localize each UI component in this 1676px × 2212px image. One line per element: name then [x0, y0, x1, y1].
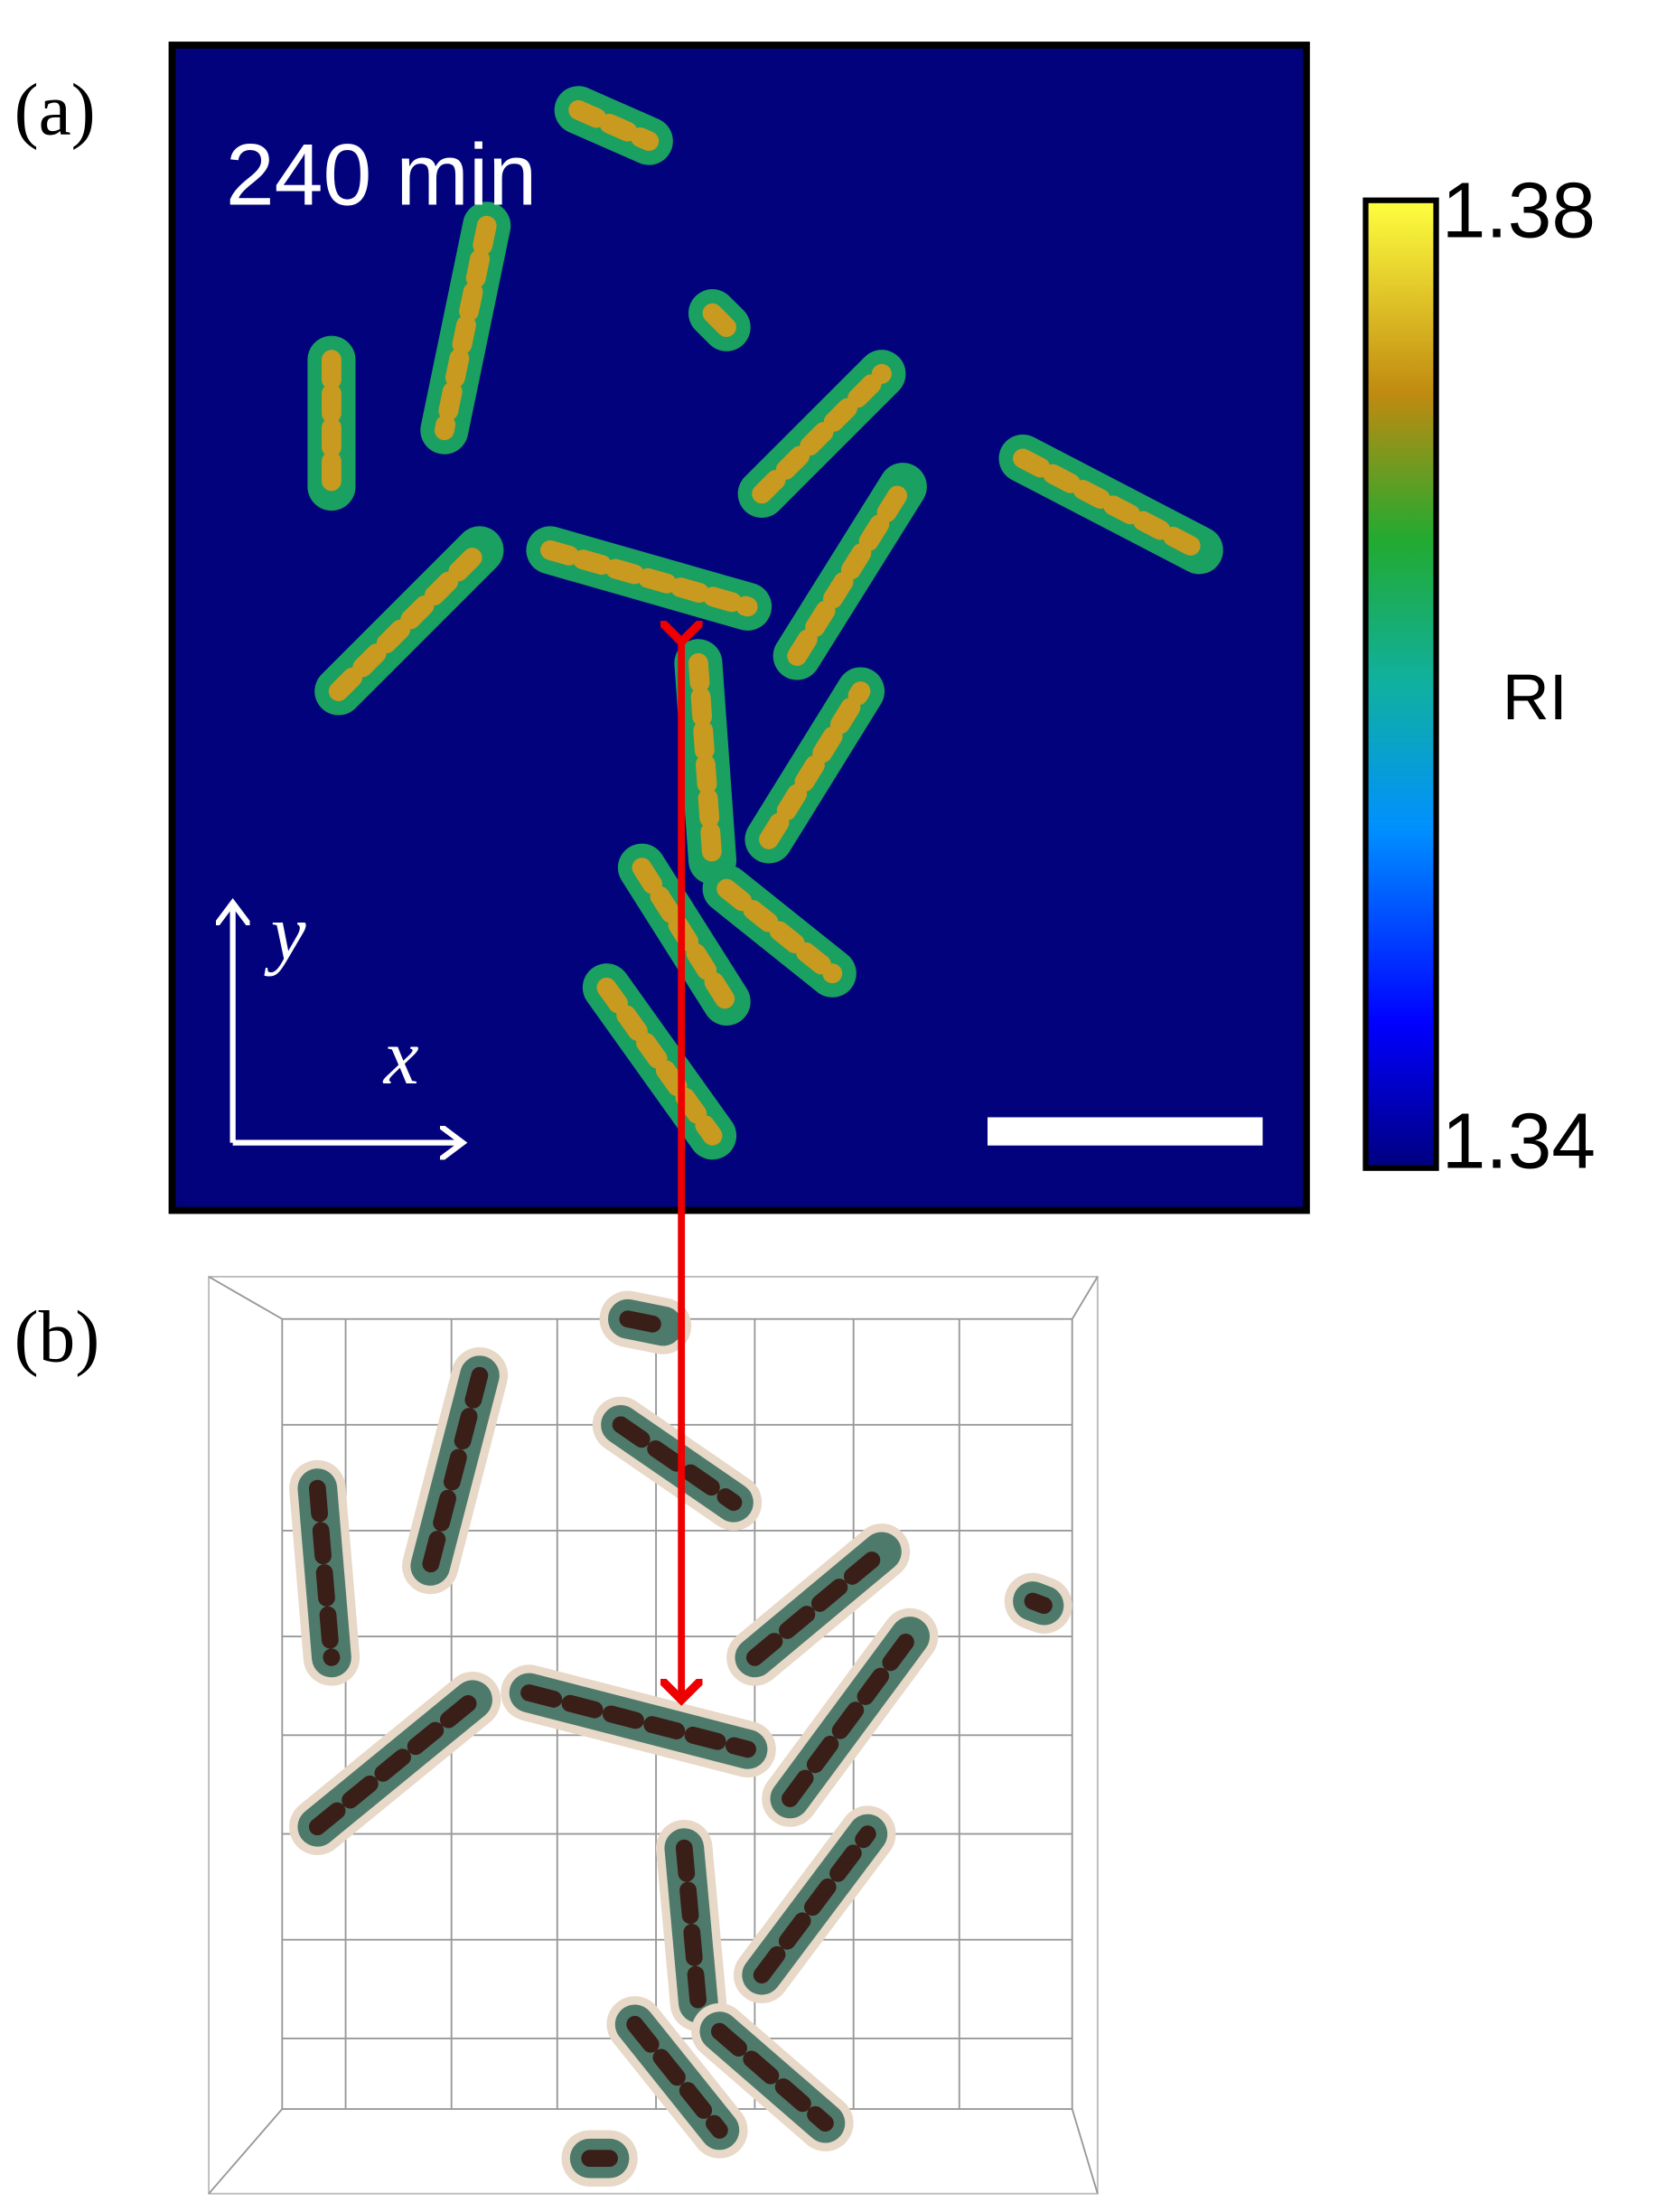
cell-core — [716, 878, 843, 984]
axis-y-label: y — [264, 889, 306, 977]
cell-core — [421, 1366, 489, 1575]
cell-core — [308, 1691, 482, 1836]
colorbar — [1362, 197, 1439, 1171]
cell-core — [520, 1684, 756, 1758]
time-label: 240 min — [226, 125, 537, 223]
cell-core — [702, 303, 737, 338]
cell-core — [434, 215, 497, 441]
cell-core — [328, 539, 490, 701]
panel-label: (b) — [14, 1297, 100, 1378]
cell-core — [787, 476, 913, 666]
cell-core — [753, 1825, 876, 1984]
cell-core — [626, 2015, 728, 2139]
panel-label: (a) — [14, 69, 96, 150]
cell-core — [782, 1627, 919, 1807]
colorbar-label: RI — [1503, 661, 1568, 734]
cell-core — [1024, 1592, 1053, 1615]
colorbar-min: 1.34 — [1442, 1097, 1596, 1186]
cell-core — [675, 1839, 707, 2012]
cell-core — [752, 363, 892, 504]
cell-core — [759, 681, 871, 849]
cell-core — [568, 99, 660, 152]
cell-core — [308, 1479, 341, 1666]
cells — [289, 1290, 1072, 2187]
axis-x-label: x — [382, 1013, 419, 1101]
scale-bar — [988, 1117, 1263, 1146]
cell-core — [1013, 448, 1210, 560]
cell-core — [619, 1310, 672, 1335]
cell-core — [710, 2022, 834, 2132]
cells — [307, 86, 1223, 1160]
colorbar-max: 1.38 — [1442, 165, 1596, 254]
cell-core — [746, 1542, 891, 1666]
cell-core — [540, 539, 758, 617]
